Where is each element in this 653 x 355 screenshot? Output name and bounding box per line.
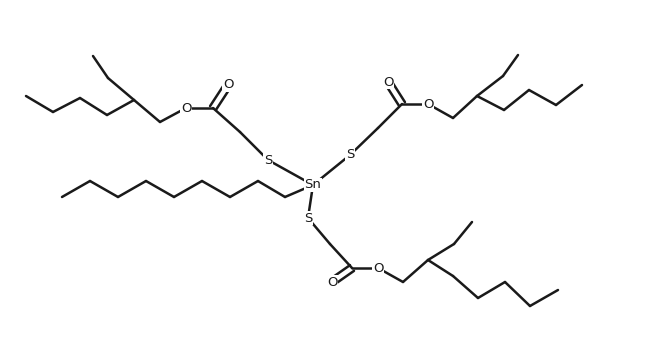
Text: O: O <box>181 102 191 115</box>
Text: S: S <box>346 148 354 162</box>
Text: O: O <box>326 275 337 289</box>
Text: Sn: Sn <box>304 179 321 191</box>
Text: O: O <box>223 78 233 92</box>
Text: O: O <box>422 98 433 110</box>
Text: O: O <box>383 76 393 88</box>
Text: S: S <box>264 153 272 166</box>
Text: O: O <box>373 262 383 274</box>
Text: S: S <box>304 212 312 224</box>
